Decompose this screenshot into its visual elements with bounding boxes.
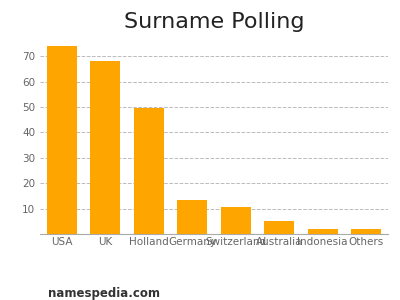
Bar <box>220 207 251 234</box>
Bar <box>351 229 382 234</box>
Bar <box>90 61 120 234</box>
Title: Surname Polling: Surname Polling <box>124 12 304 32</box>
Bar <box>134 108 164 234</box>
Text: namespedia.com: namespedia.com <box>48 287 160 300</box>
Bar <box>308 229 338 234</box>
Bar <box>46 46 77 234</box>
Bar <box>177 200 208 234</box>
Bar <box>264 221 294 234</box>
